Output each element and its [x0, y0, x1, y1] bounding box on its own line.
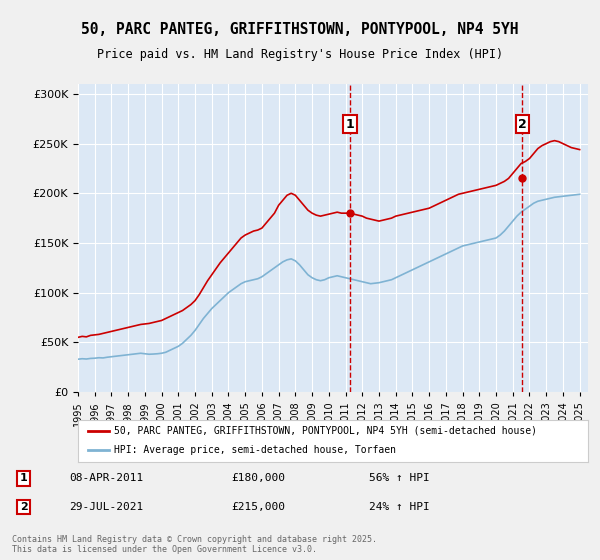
Text: Price paid vs. HM Land Registry's House Price Index (HPI): Price paid vs. HM Land Registry's House …	[97, 48, 503, 60]
Text: HPI: Average price, semi-detached house, Torfaen: HPI: Average price, semi-detached house,…	[114, 445, 396, 455]
Text: £180,000: £180,000	[231, 473, 285, 483]
Text: 1: 1	[20, 473, 28, 483]
Text: 56% ↑ HPI: 56% ↑ HPI	[369, 473, 430, 483]
Text: 50, PARC PANTEG, GRIFFITHSTOWN, PONTYPOOL, NP4 5YH (semi-detached house): 50, PARC PANTEG, GRIFFITHSTOWN, PONTYPOO…	[114, 426, 537, 436]
Text: 2: 2	[518, 118, 527, 130]
Text: £215,000: £215,000	[231, 502, 285, 512]
Text: 24% ↑ HPI: 24% ↑ HPI	[369, 502, 430, 512]
Text: 50, PARC PANTEG, GRIFFITHSTOWN, PONTYPOOL, NP4 5YH: 50, PARC PANTEG, GRIFFITHSTOWN, PONTYPOO…	[81, 22, 519, 38]
Text: 1: 1	[346, 118, 354, 130]
Text: 29-JUL-2021: 29-JUL-2021	[70, 502, 144, 512]
Text: Contains HM Land Registry data © Crown copyright and database right 2025.
This d: Contains HM Land Registry data © Crown c…	[12, 535, 377, 554]
Text: 2: 2	[20, 502, 28, 512]
Text: 08-APR-2011: 08-APR-2011	[70, 473, 144, 483]
